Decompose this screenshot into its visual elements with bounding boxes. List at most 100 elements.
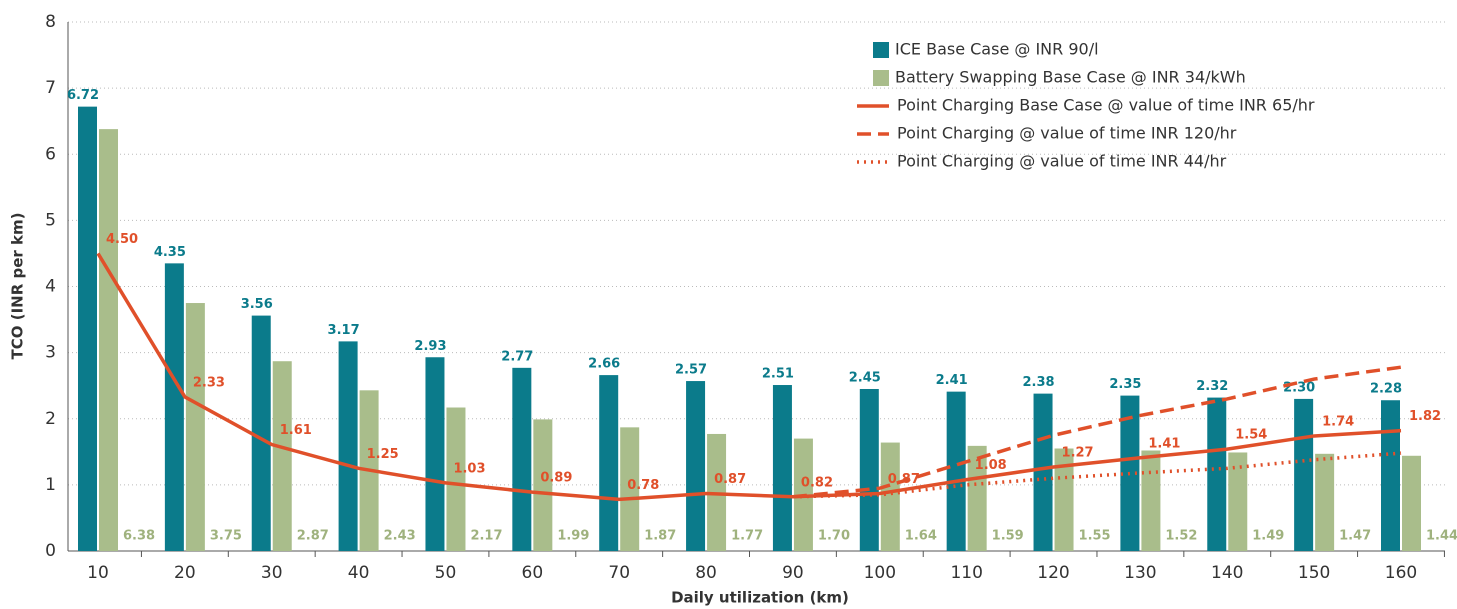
data-label: 4.50 [106,232,138,247]
bar [446,407,466,551]
x-axis-label: Daily utilization (km) [671,589,849,607]
y-tick-label: 7 [45,78,56,98]
data-label: 2.17 [470,529,502,544]
x-tick-label: 140 [1211,563,1243,583]
data-label: 2.51 [762,367,794,382]
legend-swatch [873,42,889,58]
data-label: 3.56 [241,297,273,312]
bar [1228,452,1248,551]
data-label: 1.64 [905,529,937,544]
bar [599,375,619,551]
x-tick-label: 100 [864,563,896,583]
data-label: 1.25 [367,447,399,462]
data-label: 2.41 [936,373,968,388]
x-tick-label: 110 [950,563,982,583]
data-label: 0.78 [627,478,659,493]
data-label: 2.87 [297,529,329,544]
legend-label: Point Charging @ value of time INR 44/hr [897,152,1227,171]
data-label: 1.77 [731,529,763,544]
y-axis-label: TCO (INR per km) [9,213,27,360]
data-label: 2.33 [193,375,225,390]
data-label: 1.74 [1322,414,1354,429]
legend-label: Point Charging @ value of time INR 120/h… [897,124,1237,143]
bar [946,391,966,551]
bar [533,419,553,551]
bar [1207,397,1227,551]
x-tick-label: 150 [1298,563,1330,583]
data-label: 4.35 [154,245,186,260]
bar [78,106,97,551]
data-label: 2.35 [1109,377,1141,392]
data-label: 1.54 [1235,428,1267,443]
bar [1294,398,1314,551]
data-label: 3.17 [328,323,360,338]
bar [272,361,292,551]
data-label: 1.70 [818,529,850,544]
data-label: 1.27 [1062,446,1094,461]
x-tick-label: 90 [782,563,804,583]
y-tick-label: 3 [45,343,56,363]
x-tick-label: 20 [174,563,196,583]
legend-label: ICE Base Case @ INR 90/l [895,40,1099,59]
data-label: 1.82 [1409,409,1441,424]
bar [1033,393,1053,551]
data-label: 2.77 [501,349,533,364]
data-label: 1.59 [992,529,1024,544]
bar [1381,400,1400,551]
data-label: 1.87 [644,529,676,544]
bar [164,263,184,551]
bar [1402,455,1421,551]
y-tick-label: 5 [45,210,56,230]
legend-label: Point Charging Base Case @ value of time… [897,96,1315,115]
data-label: 1.61 [280,423,312,438]
bar [1141,450,1161,551]
data-label: 1.49 [1252,529,1284,544]
y-tick-label: 6 [45,144,56,164]
x-tick-label: 60 [522,563,544,583]
x-tick-label: 30 [261,563,283,583]
data-label: 1.03 [453,461,485,476]
data-label: 0.87 [714,472,746,487]
line [96,252,1402,502]
bar [251,315,271,551]
bar [772,385,792,551]
data-label: 3.75 [210,529,242,544]
bar [880,442,900,551]
x-tick-label: 50 [435,563,457,583]
data-label: 2.38 [1022,375,1054,390]
bar [512,367,532,551]
bar [425,357,445,551]
bar [338,341,358,551]
data-label: 1.99 [557,529,589,544]
data-label: 2.66 [588,357,620,372]
data-label: 2.32 [1196,379,1228,394]
data-label: 2.43 [384,529,416,544]
bar [1054,448,1074,551]
x-tick-label: 130 [1124,563,1156,583]
data-label: 2.30 [1283,380,1315,395]
data-label: 0.82 [801,475,833,490]
bar [185,303,205,551]
data-label: 1.55 [1079,529,1111,544]
x-tick-label: 70 [608,563,630,583]
x-tick-label: 160 [1385,563,1417,583]
data-label: 2.93 [414,339,446,354]
bar [967,445,987,551]
bar [686,381,706,551]
data-label: 1.47 [1339,529,1371,544]
bar [1315,453,1335,551]
x-tick-label: 40 [348,563,370,583]
bar [859,388,879,551]
bar [99,129,118,551]
bar [620,427,640,551]
data-label: 1.52 [1165,529,1197,544]
data-label: 1.44 [1426,529,1457,544]
data-label: 1.41 [1148,436,1180,451]
data-label: 2.28 [1370,382,1402,397]
y-tick-label: 4 [45,277,56,297]
legend-swatch [873,70,889,86]
data-label: 6.38 [123,529,155,544]
x-tick-label: 80 [695,563,717,583]
data-label: 2.57 [675,363,707,378]
